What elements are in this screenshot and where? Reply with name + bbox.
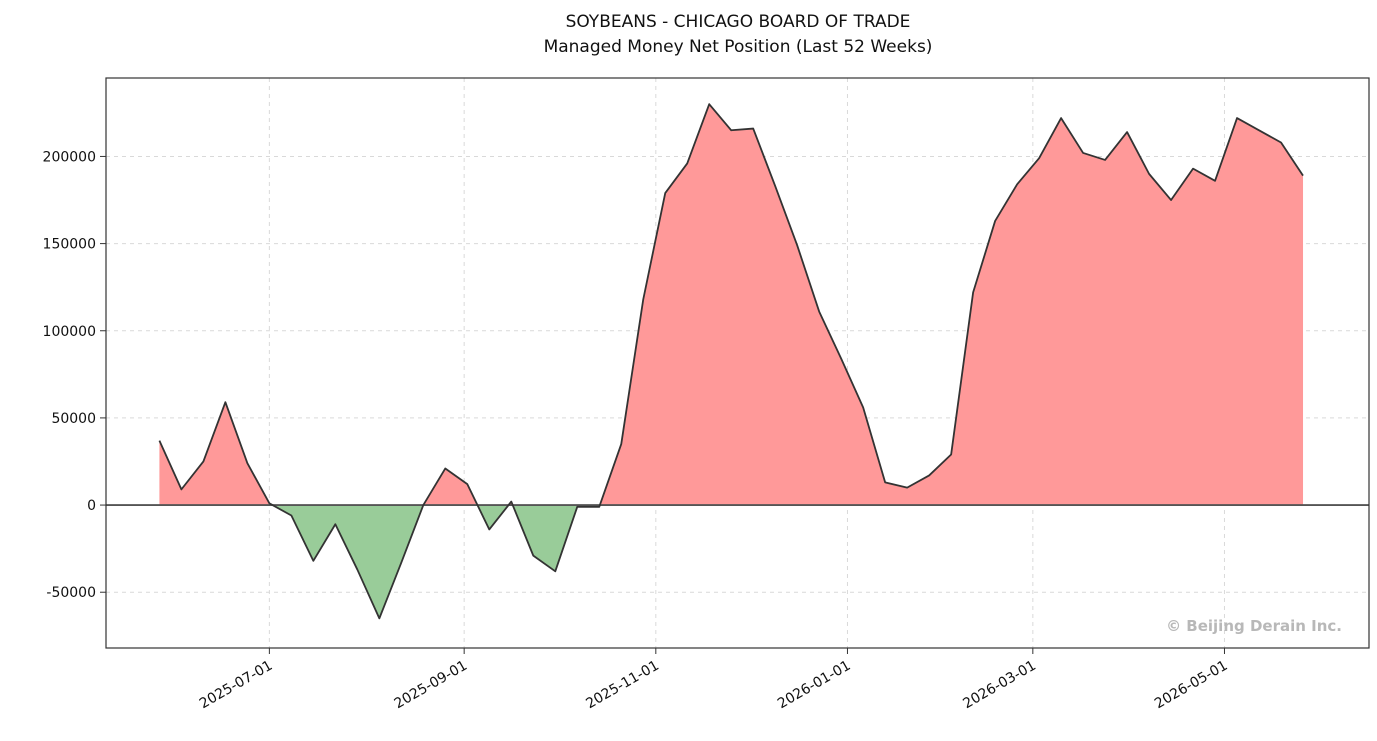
data-point bbox=[1279, 141, 1283, 145]
data-point bbox=[729, 128, 733, 132]
data-point bbox=[223, 400, 227, 404]
data-point bbox=[509, 500, 513, 504]
data-point bbox=[399, 561, 403, 565]
data-point bbox=[1103, 158, 1107, 162]
y-tick-label: 100000 bbox=[43, 324, 96, 340]
data-point bbox=[707, 102, 711, 106]
data-point bbox=[839, 357, 843, 361]
data-point bbox=[531, 554, 535, 558]
data-point bbox=[487, 527, 491, 531]
y-tick-label: -50000 bbox=[46, 585, 96, 601]
data-point bbox=[289, 514, 293, 518]
positive-area bbox=[159, 402, 273, 506]
y-axis: -50000 0 50000 100000 150000 200000 bbox=[43, 149, 106, 601]
x-tick-label: 2025-07-01 bbox=[197, 658, 275, 713]
data-point bbox=[179, 487, 183, 491]
data-point bbox=[641, 297, 645, 301]
data-point bbox=[157, 439, 161, 443]
data-point bbox=[1235, 116, 1239, 120]
data-point bbox=[927, 473, 931, 477]
data-point bbox=[949, 453, 953, 457]
chart-subtitle: Managed Money Net Position (Last 52 Week… bbox=[544, 37, 933, 57]
data-point bbox=[355, 568, 359, 572]
data-point bbox=[685, 161, 689, 165]
x-axis: 2025-07-01 2025-09-01 2025-11-01 2026-01-01… bbox=[197, 648, 1230, 713]
positive-area bbox=[423, 468, 478, 506]
data-point bbox=[245, 461, 249, 465]
data-point bbox=[971, 290, 975, 294]
data-point bbox=[1059, 116, 1063, 120]
data-point bbox=[1037, 156, 1041, 160]
x-tick-label: 2026-05-01 bbox=[1152, 658, 1230, 713]
data-point bbox=[773, 184, 777, 188]
data-point bbox=[443, 466, 447, 470]
negative-area bbox=[477, 505, 509, 530]
y-tick-label: 50000 bbox=[51, 411, 96, 427]
y-tick-label: 200000 bbox=[43, 149, 96, 165]
data-point bbox=[1257, 128, 1261, 132]
area-layer bbox=[159, 104, 1304, 619]
data-point bbox=[619, 442, 623, 446]
series-line bbox=[158, 103, 1304, 620]
x-tick-label: 2026-01-01 bbox=[775, 658, 853, 713]
y-tick-label: 0 bbox=[87, 498, 96, 514]
data-point bbox=[597, 505, 601, 509]
data-point bbox=[817, 310, 821, 314]
data-point bbox=[663, 191, 667, 195]
data-point bbox=[267, 501, 271, 505]
data-point bbox=[1301, 174, 1305, 178]
x-tick-label: 2025-09-01 bbox=[392, 658, 470, 713]
data-point bbox=[1125, 130, 1129, 134]
data-point bbox=[993, 219, 997, 223]
chart-title: SOYBEANS - CHICAGO BOARD OF TRADE bbox=[566, 12, 911, 32]
data-point bbox=[861, 405, 865, 409]
plot-frame bbox=[105, 77, 1370, 649]
data-point bbox=[1169, 198, 1173, 202]
x-tick-label: 2025-11-01 bbox=[583, 658, 661, 713]
data-point bbox=[751, 127, 755, 131]
data-point bbox=[333, 522, 337, 526]
y-tick-label: 150000 bbox=[43, 237, 96, 253]
data-point bbox=[377, 616, 381, 620]
data-point bbox=[1081, 151, 1085, 155]
data-point bbox=[311, 559, 315, 563]
data-point bbox=[553, 569, 557, 573]
data-point bbox=[905, 486, 909, 490]
data-point bbox=[795, 243, 799, 247]
data-point bbox=[1015, 182, 1019, 186]
data-point bbox=[883, 480, 887, 484]
negative-area bbox=[512, 505, 600, 572]
negative-area bbox=[272, 505, 424, 619]
x-tick-label: 2026-03-01 bbox=[960, 658, 1038, 713]
data-point bbox=[201, 459, 205, 463]
data-point bbox=[465, 482, 469, 486]
data-point bbox=[1191, 167, 1195, 171]
data-point bbox=[575, 505, 579, 509]
watermark-text: © Beijing Derain Inc. bbox=[1166, 617, 1342, 635]
data-point bbox=[1213, 179, 1217, 183]
data-point bbox=[421, 503, 425, 507]
data-point bbox=[1147, 172, 1151, 176]
positive-area bbox=[599, 104, 1304, 506]
